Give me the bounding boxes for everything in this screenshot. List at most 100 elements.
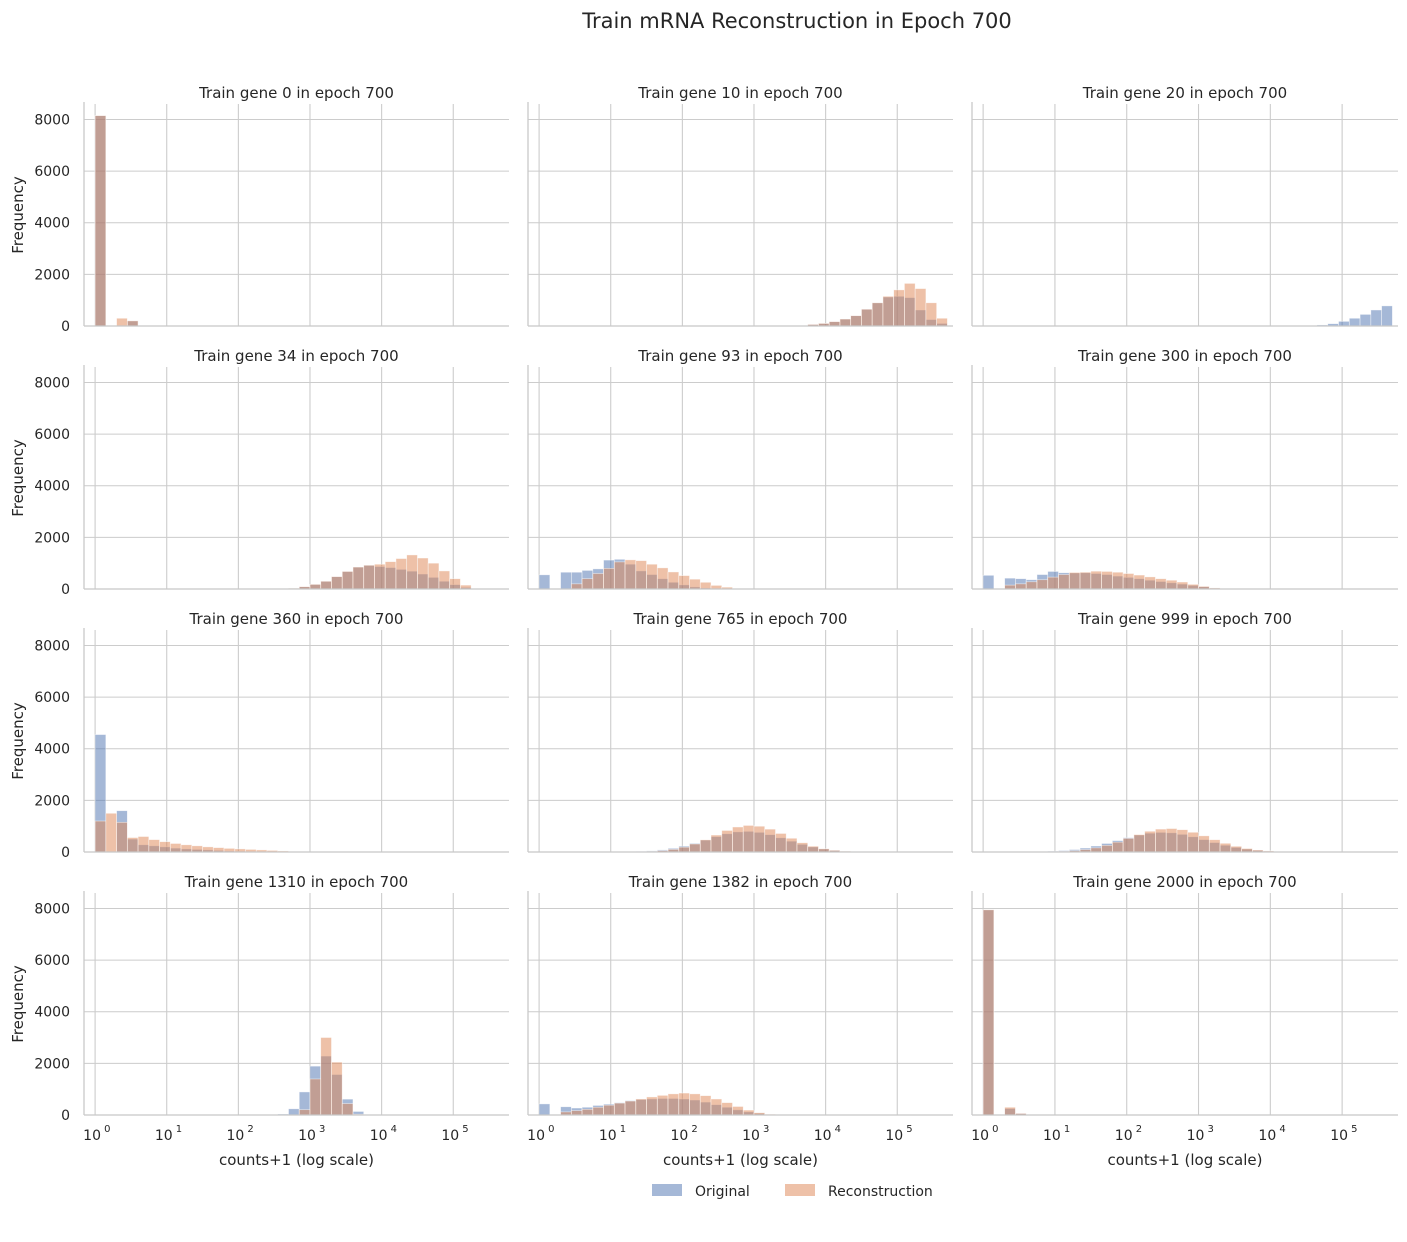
original-bar bbox=[1359, 314, 1372, 327]
y-tick-label: 6000 bbox=[34, 690, 70, 706]
reconstruction-bar bbox=[449, 578, 461, 590]
reconstruction-bar bbox=[1047, 576, 1059, 590]
reconstruction-bar bbox=[764, 828, 776, 853]
reconstruction-bar bbox=[438, 570, 451, 590]
panel-title: Train gene 1310 in epoch 700 bbox=[184, 873, 408, 891]
y-tick-label: 2000 bbox=[34, 1056, 70, 1072]
panel-title: Train gene 0 in epoch 700 bbox=[198, 84, 394, 102]
x-tick-label: 10 bbox=[1187, 1128, 1205, 1144]
reconstruction-bar bbox=[1219, 842, 1232, 853]
reconstruction-bar bbox=[742, 1109, 755, 1116]
x-tick-label: 10 bbox=[742, 1128, 760, 1144]
original-bar bbox=[1370, 309, 1382, 327]
reconstruction-bar bbox=[850, 315, 862, 327]
reconstruction-bar bbox=[570, 1110, 583, 1116]
y-tick-label: 6000 bbox=[34, 953, 70, 969]
y-tick-label: 2000 bbox=[34, 793, 70, 809]
reconstruction-bar bbox=[1187, 831, 1199, 853]
reconstruction-bar bbox=[320, 1037, 332, 1116]
reconstruction-bar bbox=[1015, 583, 1027, 590]
panel: Train gene 1310 in epoch 700 0 2000 4000 600… bbox=[9, 873, 509, 1169]
reconstruction-bar bbox=[732, 826, 744, 853]
reconstruction-bar bbox=[710, 834, 723, 853]
x-tick-label: 10 bbox=[971, 1128, 989, 1144]
reconstruction-bar bbox=[581, 1108, 594, 1116]
x-axis-label: counts+1 (log scale) bbox=[1107, 1151, 1262, 1169]
reconstruction-bar bbox=[592, 573, 604, 590]
x-axis-label: counts+1 (log scale) bbox=[663, 1151, 818, 1169]
x-tick-exponent: 1 bbox=[176, 1124, 182, 1135]
original-bar bbox=[538, 574, 551, 590]
y-axis-label: Frequency bbox=[9, 965, 27, 1043]
reconstruction-bar bbox=[742, 825, 755, 853]
panel: Train gene 20 in epoch 700 bbox=[971, 84, 1398, 327]
reconstruction-bar bbox=[753, 825, 766, 853]
original-bar bbox=[538, 1103, 551, 1116]
panel: Train gene 360 in epoch 700 0 2000 4000 6000… bbox=[9, 610, 509, 861]
reconstruction-bar bbox=[1112, 841, 1124, 853]
legend: Original Reconstruction bbox=[652, 1184, 933, 1200]
reconstruction-bar bbox=[1025, 581, 1038, 590]
x-tick-label: 10 bbox=[527, 1128, 545, 1144]
reconstruction-bar bbox=[1058, 574, 1070, 590]
reconstruction-bar bbox=[1004, 1106, 1016, 1116]
x-tick-label: 10 bbox=[885, 1128, 903, 1144]
x-tick-exponent: 1 bbox=[620, 1124, 626, 1135]
reconstruction-bar bbox=[699, 581, 712, 590]
x-tick-label: 10 bbox=[441, 1128, 459, 1144]
reconstruction-bar bbox=[678, 575, 690, 590]
reconstruction-bar bbox=[667, 1093, 680, 1116]
x-tick-exponent: 5 bbox=[906, 1124, 912, 1135]
reconstruction-bar bbox=[689, 843, 701, 853]
x-tick-exponent: 5 bbox=[462, 1124, 468, 1135]
reconstruction-bar bbox=[882, 295, 895, 327]
x-tick-label: 10 bbox=[814, 1128, 832, 1144]
reconstruction-bar bbox=[603, 1104, 615, 1116]
reconstruction-bar bbox=[689, 1093, 701, 1116]
y-tick-label: 8000 bbox=[34, 375, 70, 391]
panel: Train gene 10 in epoch 700 bbox=[527, 84, 953, 327]
legend-swatch-reconstruction bbox=[785, 1184, 815, 1196]
reconstruction-bar bbox=[1101, 571, 1113, 590]
reconstruction-bar bbox=[699, 1095, 712, 1116]
reconstruction-bar bbox=[341, 1103, 354, 1116]
reconstruction-bar bbox=[105, 812, 117, 853]
y-tick-label: 2000 bbox=[34, 530, 70, 546]
original-bar bbox=[1381, 305, 1393, 327]
reconstruction-bar bbox=[1068, 572, 1081, 590]
reconstruction-bar bbox=[689, 578, 701, 590]
reconstruction-bar bbox=[1122, 838, 1135, 853]
panel-title: Train gene 1382 in epoch 700 bbox=[628, 873, 852, 891]
x-tick-exponent: 2 bbox=[691, 1124, 697, 1135]
reconstruction-bar bbox=[331, 576, 343, 590]
y-tick-label: 8000 bbox=[34, 638, 70, 654]
x-tick-label: 10 bbox=[1043, 1128, 1061, 1144]
reconstruction-bar bbox=[1155, 828, 1167, 853]
panel-title: Train gene 999 in epoch 700 bbox=[1077, 610, 1292, 628]
reconstruction-bar bbox=[374, 563, 386, 590]
x-tick-label: 10 bbox=[298, 1128, 316, 1144]
x-tick-exponent: 3 bbox=[1208, 1124, 1214, 1135]
x-tick-label: 10 bbox=[1330, 1128, 1348, 1144]
x-tick-label: 10 bbox=[1115, 1128, 1133, 1144]
reconstruction-bar bbox=[180, 844, 193, 853]
reconstruction-bar bbox=[384, 561, 397, 590]
y-tick-label: 6000 bbox=[34, 427, 70, 443]
y-axis-label: Frequency bbox=[9, 702, 27, 780]
reconstruction-bar bbox=[352, 566, 365, 590]
x-tick-exponent: 2 bbox=[1136, 1124, 1142, 1135]
reconstruction-bar bbox=[417, 557, 429, 590]
original-bar bbox=[560, 571, 572, 590]
y-axis-label: Frequency bbox=[9, 176, 27, 254]
panel-title: Train gene 34 in epoch 700 bbox=[193, 347, 398, 365]
x-tick-label: 10 bbox=[1258, 1128, 1276, 1144]
reconstruction-bar bbox=[785, 837, 798, 853]
reconstruction-bar bbox=[656, 567, 669, 590]
reconstruction-bar bbox=[137, 836, 150, 853]
reconstruction-bar bbox=[603, 567, 615, 590]
reconstruction-bar bbox=[667, 571, 680, 590]
reconstruction-bar bbox=[1187, 584, 1199, 590]
x-tick-label: 10 bbox=[83, 1128, 101, 1144]
reconstruction-bar bbox=[624, 559, 637, 590]
